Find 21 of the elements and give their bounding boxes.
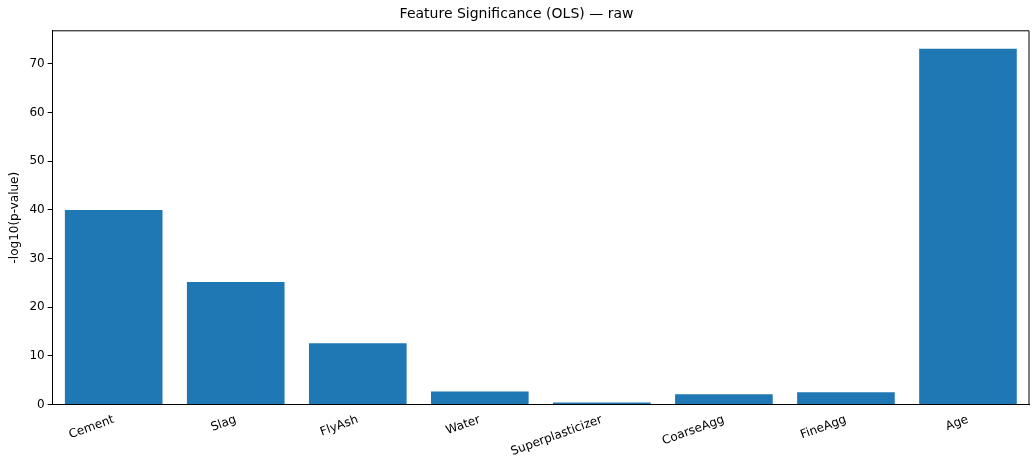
y-axis-title: -log10(p-value) bbox=[7, 171, 22, 264]
x-tick-label: Slag bbox=[208, 411, 238, 434]
bar bbox=[431, 391, 529, 405]
chart-title: Feature Significance (OLS) — raw bbox=[399, 5, 634, 22]
y-tick-label: 30 bbox=[29, 250, 45, 265]
x-tick-label: FlyAsh bbox=[318, 411, 360, 439]
y-tick-label: 60 bbox=[29, 104, 45, 119]
bar bbox=[308, 343, 407, 405]
y-tick-label: 50 bbox=[29, 153, 45, 168]
bar bbox=[919, 48, 1017, 405]
y-tick-label: 0 bbox=[37, 396, 45, 411]
bar bbox=[797, 392, 895, 405]
bar bbox=[675, 394, 773, 405]
y-tick-label: 10 bbox=[29, 347, 45, 362]
y-tick-label: 70 bbox=[29, 56, 45, 71]
bar bbox=[64, 209, 163, 405]
bar bbox=[186, 281, 285, 405]
x-tick-label: Age bbox=[943, 411, 971, 433]
y-tick-label: 40 bbox=[29, 202, 45, 217]
y-tick-label: 20 bbox=[29, 299, 45, 314]
x-tick-label: Water bbox=[443, 411, 482, 438]
